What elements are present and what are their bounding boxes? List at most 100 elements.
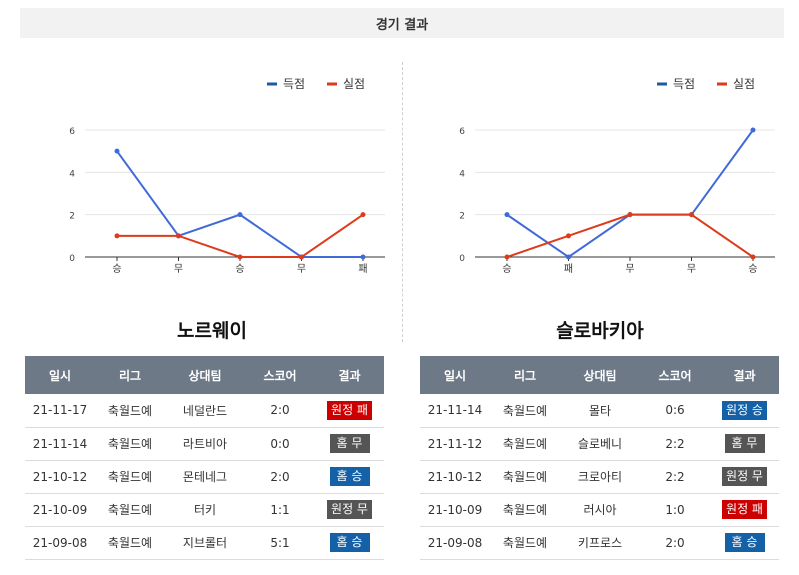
- match-result-cell: 원정 승: [710, 394, 779, 428]
- data-point: [504, 212, 510, 218]
- league-name: 축월드예: [490, 427, 560, 461]
- match-date: 21-09-08: [420, 526, 490, 560]
- league-name: 축월드예: [490, 493, 560, 527]
- data-point: [176, 233, 181, 239]
- results-table-right: 일시 리그 상대팀 스코어 결과 21-11-14 축월드예 몰타 0:6 원정 승 21-11-…: [420, 356, 779, 560]
- match-result-cell: 원정 패: [710, 493, 779, 527]
- legend-label: 실점: [343, 77, 365, 91]
- column-header: 리그: [95, 356, 165, 394]
- y-tick-label: 4: [459, 169, 465, 179]
- table-row: 21-11-14 축월드예 몰타 0:6 원정 승: [420, 394, 779, 428]
- table-header-row: 일시 리그 상대팀 스코어 결과: [25, 356, 384, 394]
- match-date: 21-10-09: [420, 493, 490, 527]
- result-badge: 원정 무: [722, 467, 767, 486]
- x-tick-label: 패: [564, 263, 573, 275]
- table-header-row: 일시 리그 상대팀 스코어 결과: [420, 356, 779, 394]
- x-tick-label: 패: [358, 263, 367, 275]
- result-badge: 홈 무: [329, 434, 370, 453]
- opponent-name: 터키: [165, 493, 245, 527]
- table-row: 21-11-14 축월드예 라트비아 0:0 홈 무: [25, 427, 384, 461]
- match-score: 1:0: [640, 493, 710, 527]
- column-header: 스코어: [640, 356, 710, 394]
- chart-legend: 득점 실점: [657, 77, 755, 91]
- y-tick-label: 6: [69, 127, 75, 137]
- match-score: 5:1: [245, 526, 315, 560]
- data-point: [750, 254, 756, 260]
- x-tick-label: 무: [625, 264, 634, 275]
- column-header: 상대팀: [560, 356, 640, 394]
- y-tick-label: 0: [459, 254, 465, 264]
- league-name: 축월드예: [95, 427, 165, 461]
- match-result-cell: 홈 승: [315, 460, 384, 494]
- series-line-scored: [506, 129, 754, 259]
- data-point: [504, 254, 510, 260]
- data-point: [689, 212, 694, 218]
- legend-label: 득점: [673, 77, 695, 91]
- result-badge: 홈 무: [724, 434, 765, 453]
- opponent-name: 슬로베니: [560, 427, 640, 461]
- match-date: 21-09-08: [25, 526, 95, 560]
- line-chart: 득점 실점 0 2 4 6 승 패 무 무 승: [459, 77, 775, 275]
- league-name: 축월드예: [490, 394, 560, 428]
- column-divider: [402, 62, 403, 342]
- match-result-cell: 홈 무: [315, 427, 384, 461]
- table-row: 21-10-09 축월드예 터키 1:1 원정 무: [25, 493, 384, 527]
- table-row: 21-10-12 축월드예 몬테네그 2:0 홈 승: [25, 460, 384, 494]
- column-header: 결과: [710, 356, 779, 394]
- x-tick-label: 무: [297, 264, 306, 275]
- match-date: 21-11-12: [420, 427, 490, 461]
- column-header: 리그: [490, 356, 560, 394]
- match-date: 21-10-09: [25, 493, 95, 527]
- opponent-name: 지브롤터: [165, 526, 245, 560]
- result-badge: 원정 패: [722, 500, 767, 519]
- column-header: 일시: [420, 356, 490, 394]
- result-badge: 홈 승: [329, 533, 370, 552]
- match-score: 2:0: [245, 460, 315, 494]
- table-row: 21-10-09 축월드예 러시아 1:0 원정 패: [420, 493, 779, 527]
- chart-left: 득점 실점 0 2 4 6 승 무 승 무 패: [55, 70, 395, 290]
- match-date: 21-11-14: [25, 427, 95, 461]
- team-title-right: 슬로바키아: [556, 320, 644, 342]
- table-row: 21-09-08 축월드예 키프로스 2:0 홈 승: [420, 526, 779, 560]
- y-tick-label: 0: [69, 254, 75, 264]
- result-badge: 홈 승: [724, 533, 765, 552]
- y-tick-label: 6: [459, 127, 465, 137]
- table-row: 21-10-12 축월드예 크로아티 2:2 원정 무: [420, 460, 779, 494]
- data-point: [299, 254, 304, 260]
- match-date: 21-11-14: [420, 394, 490, 428]
- league-name: 축월드예: [490, 460, 560, 494]
- match-score: 0:6: [640, 394, 710, 428]
- match-date: 21-10-12: [25, 460, 95, 494]
- y-tick-label: 4: [69, 169, 75, 179]
- league-name: 축월드예: [95, 526, 165, 560]
- section-title: 경기 결과: [375, 17, 429, 33]
- x-tick-label: 승: [748, 263, 757, 275]
- y-tick-label: 2: [459, 212, 465, 222]
- match-score: 2:0: [245, 394, 315, 428]
- x-tick-label: 무: [687, 264, 696, 275]
- chart-legend: 득점 실점: [267, 77, 365, 91]
- opponent-name: 키프로스: [560, 526, 640, 560]
- result-badge: 원정 무: [327, 500, 372, 519]
- opponent-name: 네덜란드: [165, 394, 245, 428]
- league-name: 축월드예: [95, 460, 165, 494]
- x-tick-label: 승: [112, 263, 121, 275]
- match-result-cell: 원정 무: [710, 460, 779, 494]
- data-point: [627, 212, 633, 218]
- data-point: [114, 233, 120, 239]
- table-row: 21-11-12 축월드예 슬로베니 2:2 홈 무: [420, 427, 779, 461]
- match-score: 2:0: [640, 526, 710, 560]
- match-result-cell: 원정 패: [315, 394, 384, 428]
- match-score: 2:2: [640, 460, 710, 494]
- legend-label: 실점: [733, 77, 755, 91]
- league-name: 축월드예: [95, 394, 165, 428]
- match-date: 21-11-17: [25, 394, 95, 428]
- column-header: 일시: [25, 356, 95, 394]
- result-badge: 홈 승: [329, 467, 370, 486]
- results-table-left: 일시 리그 상대팀 스코어 결과 21-11-17 축월드예 네덜란드 2:0 원정 패 21-1…: [25, 356, 384, 560]
- chart-right: 득점 실점 0 2 4 6 승 패 무 무 승: [445, 70, 785, 290]
- opponent-name: 크로아티: [560, 460, 640, 494]
- table-row: 21-11-17 축월드예 네덜란드 2:0 원정 패: [25, 394, 384, 428]
- data-point: [360, 212, 366, 218]
- opponent-name: 러시아: [560, 493, 640, 527]
